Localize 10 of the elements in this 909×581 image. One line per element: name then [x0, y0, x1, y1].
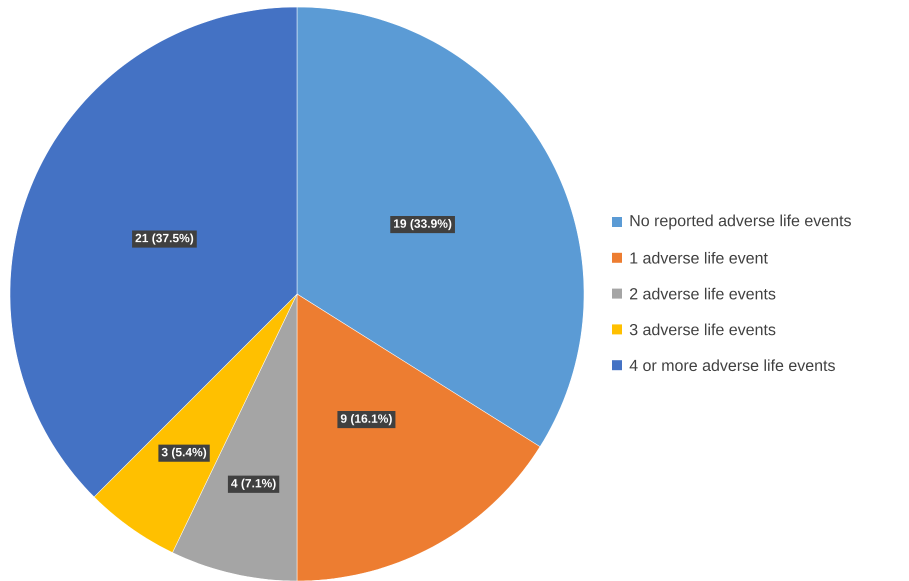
legend-label: No reported adverse life events: [630, 214, 851, 230]
data-label: 19 (33.9%): [394, 218, 452, 230]
legend-label: 2 adverse life events: [630, 288, 776, 300]
data-label: 9 (16.1%): [340, 414, 392, 426]
legend-label: 4 or more adverse life events: [630, 359, 835, 371]
data-label: 3 (5.4%): [162, 447, 206, 459]
data-label: 21 (37.5%): [136, 233, 194, 245]
data-label: 4 (7.1%): [231, 478, 276, 490]
legend-label: 3 adverse life events: [630, 323, 776, 336]
legend-label: 1 adverse life event: [630, 252, 768, 264]
